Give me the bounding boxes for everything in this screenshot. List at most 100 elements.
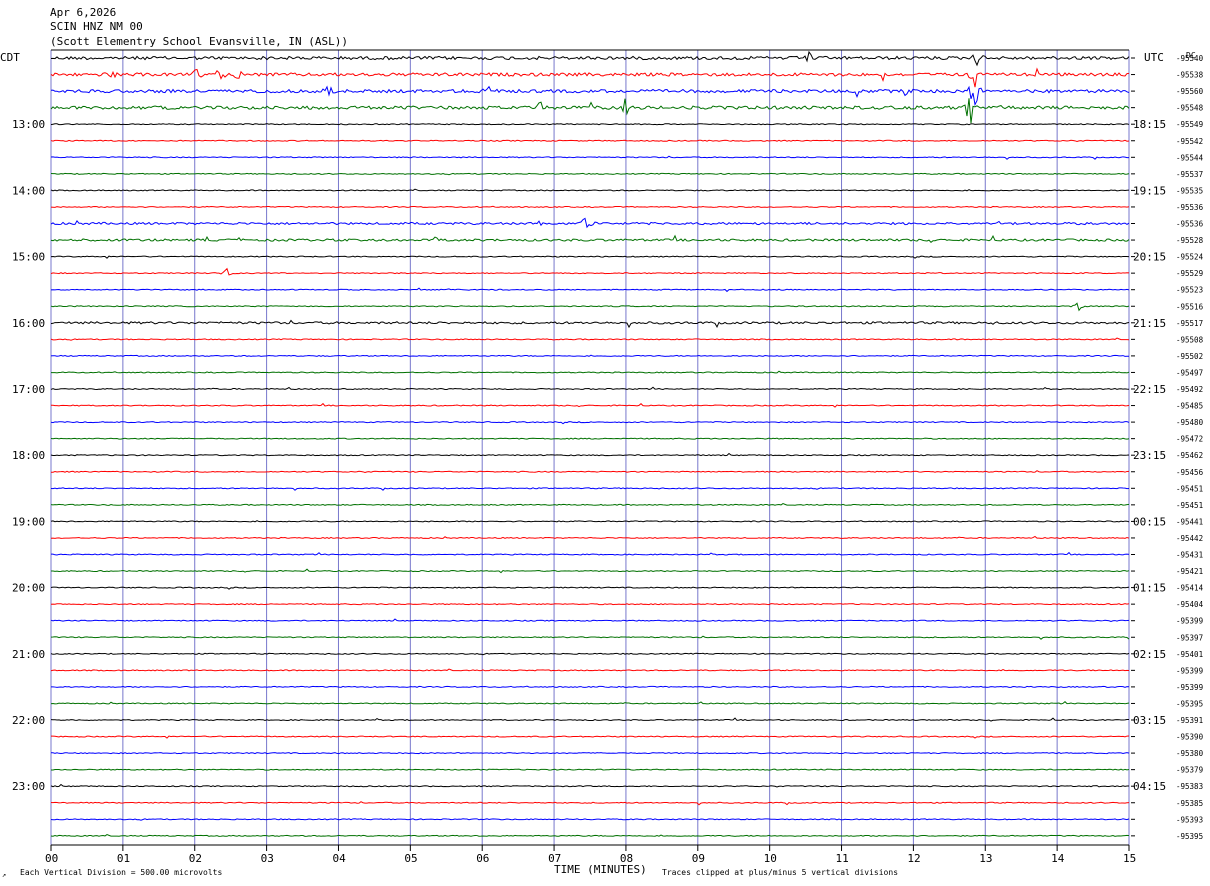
- dc-offset-label: -95538: [1176, 71, 1204, 80]
- dc-offset-label: -95540: [1176, 54, 1204, 63]
- seismic-trace: [50, 586, 1130, 590]
- seismic-trace: [50, 319, 1130, 329]
- seismic-trace: [50, 652, 1130, 656]
- seismic-trace: [50, 752, 1130, 755]
- right-hour-label: 01:15: [1133, 582, 1166, 595]
- x-tick-label: 10: [764, 852, 777, 865]
- seismic-trace: [50, 402, 1130, 408]
- dc-offset-label: -95393: [1176, 815, 1203, 824]
- x-tick-label: 07: [548, 852, 561, 865]
- right-hour-label: 22:15: [1133, 383, 1166, 396]
- left-hour-label: 15:00: [12, 251, 45, 264]
- dc-offset-label: -95516: [1176, 302, 1204, 311]
- dc-offset-label: -95383: [1176, 782, 1203, 791]
- dc-offset-label: -95517: [1176, 319, 1203, 328]
- x-tick-label: 15: [1123, 852, 1136, 865]
- seismic-trace: [50, 668, 1130, 672]
- seismic-trace: [50, 123, 1130, 126]
- seismic-trace: [50, 205, 1130, 208]
- seismic-trace: [50, 635, 1130, 640]
- dc-offset-label: -95380: [1176, 749, 1204, 758]
- seismic-trace: [50, 487, 1130, 491]
- footer-clip-note: Traces clipped at plus/minus 5 vertical …: [662, 868, 898, 877]
- seismic-trace: [50, 551, 1130, 556]
- dc-offset-label: -95497: [1176, 368, 1203, 377]
- seismic-trace: [50, 337, 1130, 341]
- seismic-trace: [50, 768, 1130, 771]
- dc-offset-label: -95492: [1176, 385, 1203, 394]
- x-tick-label: 11: [836, 852, 849, 865]
- seismic-trace: [50, 354, 1130, 357]
- dc-offset-label: -95502: [1176, 352, 1203, 361]
- seismic-trace: [51, 735, 1130, 739]
- seismic-trace: [50, 603, 1130, 606]
- seismic-trace: [50, 503, 1130, 506]
- header-date: Apr 6,2026: [50, 6, 116, 19]
- time-labels: 00 01 02 03 04 05 06 07 08 09 10 11 12 13 14 15 -95540 -9…: [12, 54, 1204, 865]
- seismic-trace: [50, 267, 1130, 276]
- seismic-trace: [50, 188, 1130, 192]
- x-tick-label: 05: [404, 852, 417, 865]
- right-hour-label: 23:15: [1133, 449, 1166, 462]
- dc-offset-label: -95548: [1176, 104, 1204, 113]
- seismic-trace: [50, 834, 1130, 837]
- dc-offset-label: -95395: [1176, 699, 1203, 708]
- dc-offset-label: -95542: [1176, 137, 1203, 146]
- right-hour-label: 20:15: [1133, 251, 1166, 264]
- dc-offset-label: -95485: [1176, 402, 1203, 411]
- dc-offset-label: -95399: [1176, 617, 1203, 626]
- seismic-trace: [50, 717, 1130, 722]
- left-hour-label: 13:00: [12, 118, 45, 131]
- left-hour-label: 21:00: [12, 648, 45, 661]
- seismic-trace: [50, 818, 1130, 821]
- right-hour-label: 21:15: [1133, 317, 1166, 330]
- left-timezone-label: CDT: [0, 51, 20, 64]
- minute-grid: [50, 49, 1130, 851]
- seismic-trace: [50, 255, 1130, 259]
- seismic-trace: [50, 50, 1130, 67]
- right-hour-label: 02:15: [1133, 648, 1166, 661]
- dc-offset-label: -95480: [1176, 418, 1204, 427]
- seismic-trace: [50, 155, 1130, 160]
- x-tick-label: 06: [476, 852, 489, 865]
- left-hour-label: 23:00: [12, 780, 45, 793]
- right-timezone-label: UTC: [1144, 51, 1164, 64]
- seismic-trace: [50, 98, 1130, 124]
- dc-offset-label: -95537: [1176, 170, 1203, 179]
- x-tick-label: 09: [692, 852, 705, 865]
- footer-icon: ↗: [2, 871, 6, 879]
- seismic-trace: [50, 437, 1130, 440]
- left-hour-label: 20:00: [12, 582, 45, 595]
- x-tick-label: 00: [45, 852, 58, 865]
- x-tick-label: 14: [1051, 852, 1065, 865]
- x-tick-label: 03: [261, 852, 274, 865]
- dc-offset-label: -95397: [1176, 633, 1203, 642]
- seismic-trace: [50, 535, 1130, 539]
- right-hour-label: 19:15: [1133, 184, 1166, 197]
- seismic-trace: [50, 139, 1130, 143]
- dc-offset-label: -95399: [1176, 683, 1203, 692]
- seismic-trace: [50, 618, 1130, 622]
- dc-label: DC: [1186, 51, 1196, 60]
- x-tick-label: 04: [332, 852, 346, 865]
- dc-offset-label: -95451: [1176, 484, 1203, 493]
- dc-offset-label: -95399: [1176, 666, 1203, 675]
- right-hour-label: 18:15: [1133, 118, 1166, 131]
- dc-offset-label: -95431: [1176, 551, 1203, 560]
- seismic-trace: [50, 685, 1130, 688]
- right-hour-label: 03:15: [1133, 714, 1166, 727]
- left-hour-label: 22:00: [12, 714, 45, 727]
- dc-offset-label: -95414: [1176, 584, 1204, 593]
- footer-scale: Each Vertical Division = 500.00 microvol…: [20, 868, 222, 877]
- x-tick-label: 01: [117, 852, 130, 865]
- seismic-trace: [50, 701, 1130, 705]
- dc-offset-label: -95536: [1176, 220, 1204, 229]
- x-tick-label: 02: [189, 852, 202, 865]
- dc-offset-label: -95508: [1176, 335, 1204, 344]
- x-tick-label: 13: [979, 852, 992, 865]
- dc-offset-label: -95529: [1176, 269, 1203, 278]
- x-tick-label: 08: [620, 852, 633, 865]
- dc-offset-label: -95441: [1176, 517, 1203, 526]
- dc-offset-label: -95472: [1176, 435, 1203, 444]
